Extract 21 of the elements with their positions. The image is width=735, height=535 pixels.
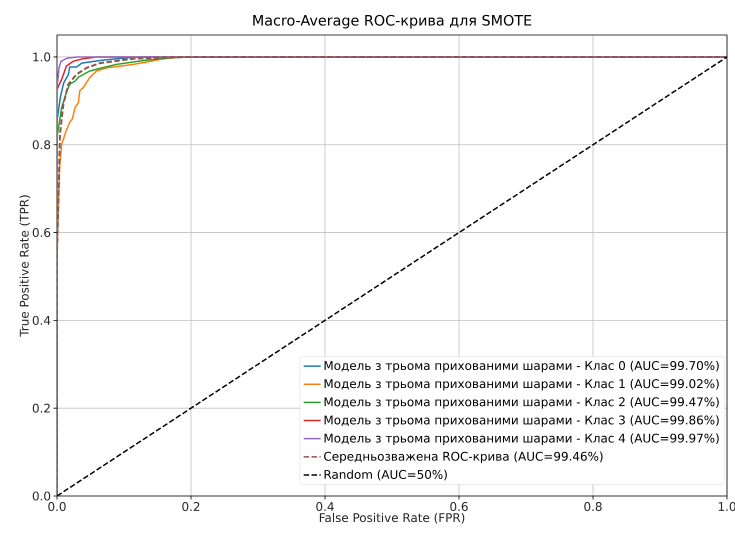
y-tick-label: 0.2	[32, 404, 50, 413]
x-axis-title: False Positive Rate (FPR)	[320, 512, 464, 524]
x-tick-label: 0.2	[182, 502, 200, 512]
x-tick-label: 0.6	[450, 502, 468, 512]
y-tick-label: 0.0	[32, 491, 50, 501]
legend-label: Модель з трьома прихованими шарами - Клас 3 (AUC=99.86%)	[324, 415, 719, 427]
x-tick-label: 0.0	[48, 502, 66, 512]
x-tick-label: 0.8	[584, 502, 602, 512]
y-tick-label: 0.8	[32, 140, 50, 150]
chart-title: Macro-Average ROC-крива для SMOTE	[253, 14, 532, 28]
x-tick-label: 0.4	[316, 502, 334, 512]
y-axis-title: True Positive Rate (TPR)	[19, 195, 30, 337]
legend-label: Середньозважена ROC-крива (AUC=99.46%)	[324, 452, 603, 464]
legend-label: Random (AUC=50%)	[324, 470, 447, 480]
y-tick-label: 1.0	[33, 52, 50, 62]
legend-label: Модель з трьома прихованими шарами - Клас 1 (AUC=99.02%)	[324, 378, 719, 391]
y-tick-label: 0.4	[32, 316, 50, 325]
y-tick-label: 0.6	[32, 228, 50, 238]
legend-label: Модель з трьома прихованими шарами - Клас 2 (AUC=99.47%)	[324, 397, 719, 409]
legend-label: Модель з трьома прихованими шарами - Клас 0 (AUC=99.70%)	[324, 360, 719, 372]
legend-label: Модель з трьома прихованими шарами - Клас 4 (AUC=99.97%)	[324, 433, 719, 445]
